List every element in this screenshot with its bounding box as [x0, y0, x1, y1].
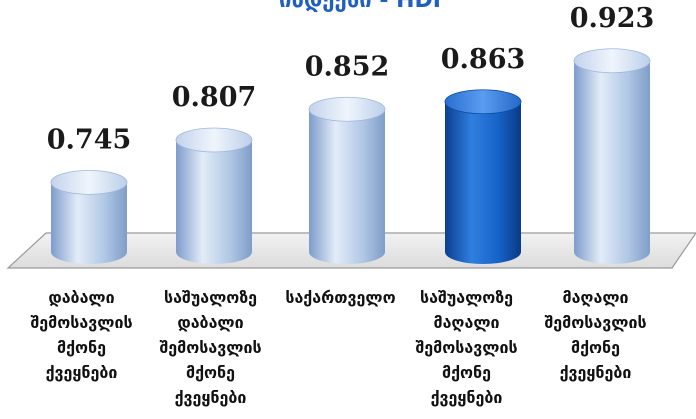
category-label-2: საშუალოზე დაბალი შემოსავლის მქონე ქვეყნები — [143, 285, 278, 410]
category-label-4: საშუალოზე მაღალი შემოსავლის მქონე ქვეყნები — [399, 285, 534, 410]
category-label-line: საშუალოზე — [419, 288, 514, 307]
category-label-line: ქვეყნები — [559, 363, 632, 382]
category-label-line: ქვეყნები — [174, 388, 247, 407]
value-label-2: 0.807 — [172, 82, 257, 113]
category-label-line: დაბალი — [177, 313, 244, 332]
chart-title: ინდექსი - HDI — [279, 0, 441, 13]
bar-top-5 — [573, 48, 651, 74]
bar-top-4 — [444, 89, 522, 115]
category-label-5: მაღალი შემოსავლის მქონე ქვეყნები — [528, 285, 663, 385]
bar-5 — [574, 60, 650, 264]
category-label-line: მაღალი — [562, 288, 629, 307]
category-label-line: შემოსავლის — [544, 313, 647, 332]
category-label-line: ქვეყნები — [45, 363, 118, 382]
bar-top-2 — [175, 127, 253, 153]
category-label-line: მქონე — [441, 363, 492, 382]
category-label-line: მქონე — [56, 338, 107, 357]
category-label-line: მქონე — [570, 338, 621, 357]
category-label-3: საქართველო — [273, 285, 408, 310]
category-label-line: ქვეყნები — [430, 388, 503, 407]
value-label-3: 0.852 — [305, 51, 390, 82]
category-label-line: დაბალი — [48, 288, 115, 307]
bar-2 — [176, 140, 252, 264]
value-label-4: 0.863 — [441, 44, 526, 75]
category-label-line: შემოსავლის — [415, 338, 518, 357]
bar-top-1 — [50, 169, 128, 195]
category-label-line: შემოსავლის — [159, 338, 262, 357]
category-label-line: საშუალოზე — [163, 288, 258, 307]
category-label-line: მაღალი — [433, 313, 500, 332]
bar-4 — [445, 101, 521, 264]
bar-top-3 — [308, 96, 386, 122]
category-label-line: საქართველო — [285, 288, 396, 307]
value-label-1: 0.745 — [47, 124, 132, 155]
category-label-line: მქონე — [185, 363, 236, 382]
value-label-5: 0.923 — [570, 3, 655, 34]
category-label-1: დაბალი შემოსავლის მქონე ქვეყნები — [14, 285, 149, 385]
bar-3 — [309, 109, 385, 264]
category-label-line: შემოსავლის — [30, 313, 133, 332]
bar-1 — [51, 182, 127, 264]
